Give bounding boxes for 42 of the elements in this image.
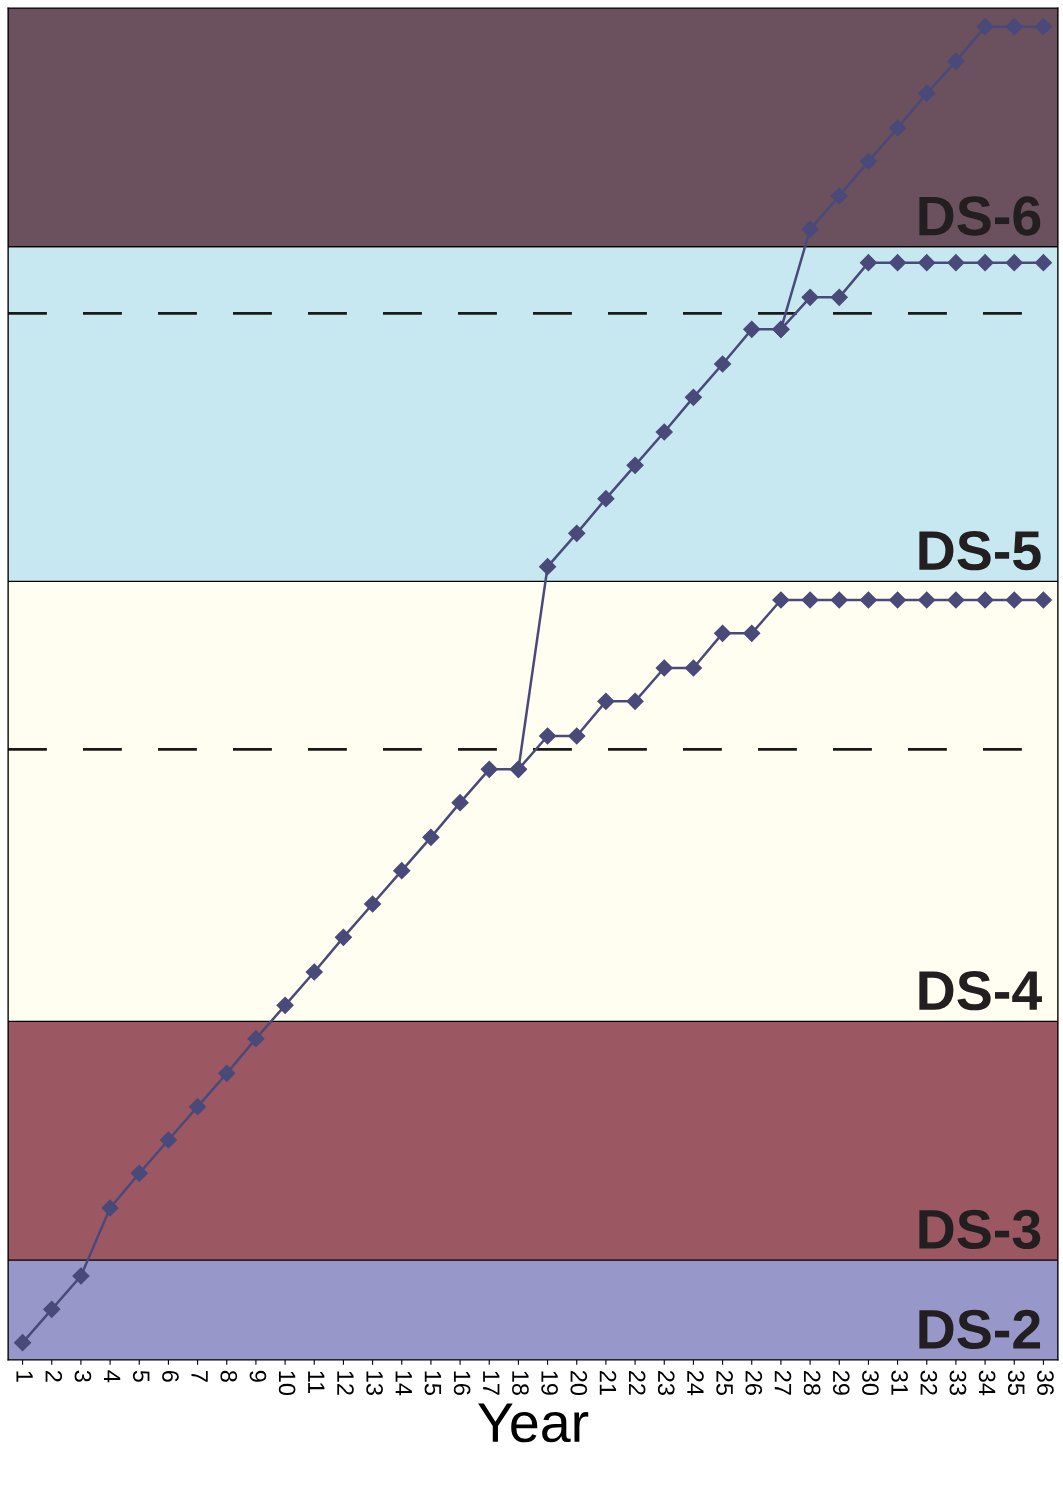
x-tick-label: 26	[745, 1370, 763, 1395]
band-label: DS-5	[919, 531, 1041, 571]
x-tick-label: 13	[366, 1371, 383, 1395]
band-label: DS-3	[919, 1209, 1041, 1250]
x-tick-label: 33	[949, 1370, 967, 1395]
x-tick-label: 23	[657, 1370, 675, 1395]
x-tick-label: 24	[687, 1370, 704, 1396]
x-tick-label: 11	[308, 1371, 325, 1394]
x-tick-label: 6	[162, 1370, 179, 1382]
x-tick-label: 8	[220, 1370, 238, 1382]
x-tick-label: 31	[891, 1370, 908, 1395]
x-tick-label: 32	[920, 1370, 938, 1395]
x-tick-label: 2	[45, 1370, 63, 1382]
x-tick-label: 18	[512, 1371, 529, 1395]
x-tick-label: 28	[803, 1370, 821, 1395]
x-tick-label: 4	[103, 1370, 121, 1383]
x-tick-label: 25	[716, 1370, 733, 1395]
x-tick-label: 17	[483, 1371, 500, 1395]
x-tick-label: 29	[832, 1370, 850, 1395]
x-tick-label: 34	[978, 1370, 996, 1396]
x-tick-label: 22	[628, 1370, 646, 1395]
x-axis-title: Year	[478, 1403, 589, 1443]
x-tick-label: 35	[1007, 1370, 1025, 1395]
x-tick-label: 36	[1037, 1370, 1054, 1395]
x-tick-label: 5	[132, 1370, 150, 1382]
x-tick-label: 15	[424, 1371, 442, 1395]
x-tick-label: 9	[249, 1370, 267, 1382]
x-tick-label: 16	[453, 1371, 471, 1395]
x-tick-label: 19	[541, 1371, 558, 1395]
x-tick-label: 30	[862, 1370, 879, 1396]
x-tick-label: 10	[278, 1371, 296, 1396]
band-label: DS-6	[919, 196, 1041, 236]
x-tick-label: 1	[16, 1371, 33, 1382]
x-tick-label: 21	[599, 1370, 617, 1395]
x-tick-label: 14	[395, 1371, 412, 1396]
band-label: DS-2	[919, 1309, 1041, 1350]
x-tick-label: 3	[74, 1370, 92, 1382]
x-tick-label: 20	[570, 1370, 588, 1396]
x-tick-label: 7	[191, 1370, 208, 1382]
x-tick-label: 12	[337, 1371, 354, 1395]
band-label: DS-4	[919, 971, 1042, 1011]
x-tick-label: 27	[774, 1370, 792, 1395]
